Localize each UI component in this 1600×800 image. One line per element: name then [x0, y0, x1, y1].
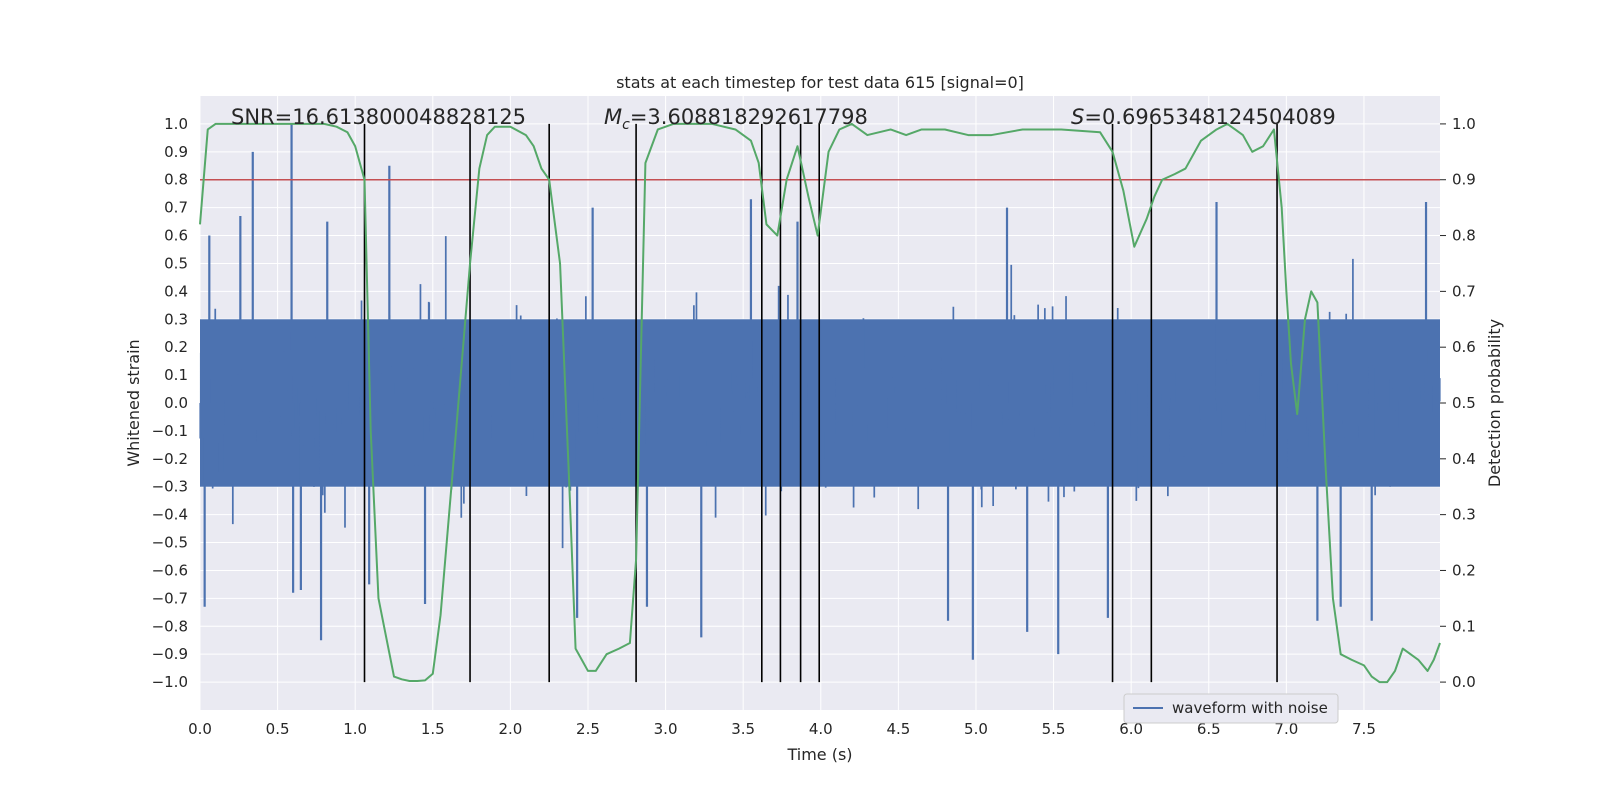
- x-axis-ticks: 0.0 0.5 1.0 1.5 2.0 2.5 3.0 3.5 4.0 4.5 5.0 5.5 6.0 6…: [188, 720, 1376, 738]
- waveform-line: [199, 236, 1441, 549]
- y2-tick-label: 0.2: [1452, 561, 1476, 579]
- mc-symbol: M: [604, 105, 622, 129]
- y-tick-label: 0.1: [164, 366, 188, 384]
- y-tick-label: 0.4: [164, 282, 188, 300]
- y-tick-label: 0.9: [164, 143, 188, 161]
- probability-series: [199, 122, 1441, 684]
- snr-annotation: SNR=16.613800048828125: [231, 105, 526, 129]
- mc-value: =3.608818292617798: [630, 105, 868, 129]
- y2-tick-label: 0.1: [1452, 617, 1476, 635]
- x-tick-label: 7.5: [1352, 720, 1376, 738]
- y2-tick-label: 0.3: [1452, 506, 1476, 524]
- x-tick-label: 2.0: [498, 720, 522, 738]
- x-tick-label: 5.5: [1042, 720, 1066, 738]
- y-axis-label: Whitened strain: [124, 339, 143, 466]
- y-tick-label: 0.7: [164, 199, 188, 217]
- y-tick-label: −0.3: [152, 478, 188, 496]
- x-tick-label: 3.5: [731, 720, 755, 738]
- y-tick-label: 0.6: [164, 227, 188, 245]
- y-tick-label: 0.3: [164, 310, 188, 328]
- x-tick-label: 0.5: [266, 720, 290, 738]
- y-tick-label: 0.0: [164, 394, 188, 412]
- legend-label: waveform with noise: [1172, 699, 1328, 717]
- y-tick-label: 0.5: [164, 254, 188, 272]
- y-tick-label: 1.0: [164, 115, 188, 133]
- y2-tick-label: 0.9: [1452, 171, 1476, 189]
- y-tick-label: −0.4: [152, 506, 188, 524]
- x-tick-label: 0.0: [188, 720, 212, 738]
- y2-tick-label: 0.6: [1452, 338, 1476, 356]
- x-tick-label: 3.0: [654, 720, 678, 738]
- s-symbol: S: [1071, 105, 1084, 129]
- s-annotation: S=0.6965348124504089: [1071, 105, 1336, 129]
- y2-tick-label: 0.8: [1452, 227, 1476, 245]
- probability-line: [199, 122, 1441, 684]
- x-tick-label: 6.5: [1197, 720, 1221, 738]
- y-axis-ticks: 1.0 0.9 0.8 0.7 0.6 0.5 0.4 0.3 0.2 0.1 0.0 −0.1 −0.…: [152, 115, 188, 691]
- y2-tick-label: 0.4: [1452, 450, 1476, 468]
- y2-axis-label: Detection probability: [1485, 319, 1504, 487]
- plot-area: [199, 96, 1441, 710]
- y2-tick-label: 1.0: [1452, 115, 1476, 133]
- x-tick-label: 2.5: [576, 720, 600, 738]
- y-tick-label: 0.2: [164, 338, 188, 356]
- y2-tick-label: 0.0: [1452, 673, 1476, 691]
- s-value: =0.6965348124504089: [1084, 105, 1335, 129]
- y2-tick-label: 0.7: [1452, 282, 1476, 300]
- y-tick-label: −0.2: [152, 450, 188, 468]
- x-tick-label: 5.0: [964, 720, 988, 738]
- y2-tick-label: 0.5: [1452, 394, 1476, 412]
- y2-axis-ticks: 1.0 0.9 0.8 0.7 0.6 0.5 0.4 0.3 0.2 0.1 0.0: [1440, 115, 1476, 691]
- y-tick-label: −0.7: [152, 589, 188, 607]
- x-tick-label: 6.0: [1119, 720, 1143, 738]
- mc-subscript: c: [622, 117, 630, 133]
- x-tick-label: 4.5: [886, 720, 910, 738]
- x-tick-label: 1.5: [421, 720, 445, 738]
- x-axis-label: Time (s): [786, 745, 852, 764]
- y-tick-label: −0.6: [152, 561, 188, 579]
- y-tick-label: −0.8: [152, 617, 188, 635]
- x-tick-label: 7.0: [1274, 720, 1298, 738]
- y-tick-label: −0.9: [152, 645, 188, 663]
- y-tick-label: −0.1: [152, 422, 188, 440]
- y-tick-label: −0.5: [152, 534, 188, 552]
- mc-annotation: Mc=3.608818292617798: [604, 105, 868, 133]
- x-tick-label: 1.0: [343, 720, 367, 738]
- y-tick-label: 0.8: [164, 171, 188, 189]
- legend: waveform with noise: [1123, 693, 1339, 724]
- y-tick-label: −1.0: [152, 673, 188, 691]
- chart-title: stats at each timestep for test data 615…: [616, 73, 1024, 92]
- x-tick-label: 4.0: [809, 720, 833, 738]
- legend-box: [1123, 693, 1339, 724]
